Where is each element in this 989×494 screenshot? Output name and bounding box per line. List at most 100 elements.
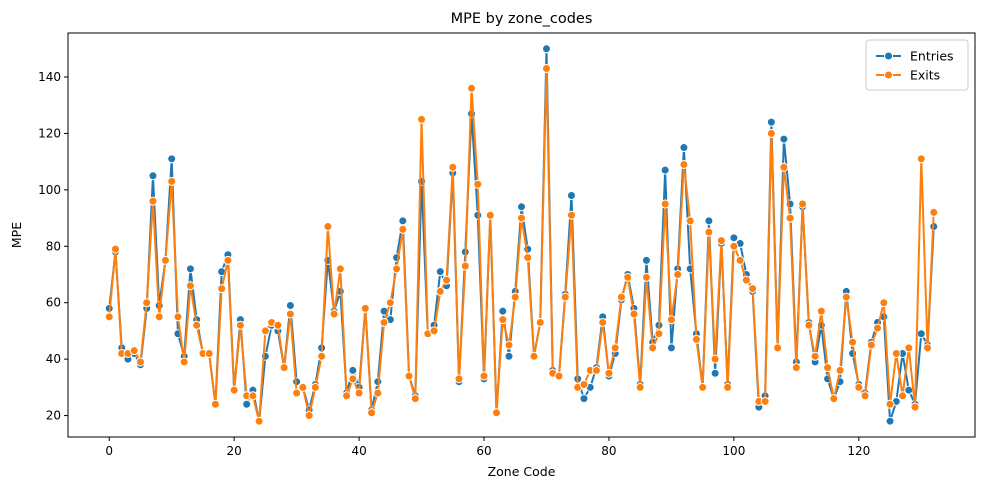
exits-point: [429, 326, 439, 336]
exits-point: [891, 348, 901, 358]
x-tick-label: 100: [722, 444, 745, 458]
exits-point: [810, 351, 820, 361]
entries-point: [766, 117, 776, 127]
entries-point: [348, 365, 358, 375]
entries-point: [504, 351, 514, 361]
exits-point: [629, 309, 639, 319]
entries-point: [710, 368, 720, 378]
exits-point: [454, 374, 464, 384]
exits-point: [860, 391, 870, 401]
exits-point: [666, 315, 676, 325]
exits-point: [504, 340, 514, 350]
exits-point: [610, 343, 620, 353]
exits-point: [598, 317, 608, 327]
exits-point: [698, 382, 708, 392]
legend-entries-marker: [884, 51, 893, 61]
exits-point: [317, 351, 327, 361]
y-tick-label: 140: [38, 70, 61, 84]
x-tick-label: 60: [476, 444, 491, 458]
exits-point: [541, 64, 551, 74]
entries-point: [148, 171, 158, 181]
exits-point: [904, 343, 914, 353]
exits-point: [641, 272, 651, 282]
exits-point: [835, 365, 845, 375]
exits-point: [385, 298, 395, 308]
exits-point: [192, 320, 202, 330]
exits-point: [554, 371, 564, 381]
exits-point: [816, 306, 826, 316]
entries-point: [885, 416, 895, 426]
exits-point: [910, 402, 920, 412]
exits-point: [210, 399, 220, 409]
exits-point: [766, 128, 776, 138]
exits-point: [591, 365, 601, 375]
exits-point: [510, 292, 520, 302]
exits-point: [104, 312, 114, 322]
exits-point: [635, 382, 645, 392]
exits-point: [748, 284, 758, 294]
exits-point: [304, 411, 314, 421]
exits-point: [604, 368, 614, 378]
exits-point: [916, 154, 926, 164]
exits-point: [829, 394, 839, 404]
exits-point: [279, 363, 289, 373]
exits-point: [410, 394, 420, 404]
entries-point: [185, 264, 195, 274]
exits-point: [879, 298, 889, 308]
entries-point: [660, 165, 670, 175]
exits-point: [254, 416, 264, 426]
exits-point: [404, 371, 414, 381]
exits-point: [435, 286, 445, 296]
x-tick-label: 20: [227, 444, 242, 458]
entries-point: [167, 154, 177, 164]
exits-point: [498, 315, 508, 325]
legend-entries-label: Entries: [910, 49, 954, 64]
exits-point: [885, 399, 895, 409]
exits-point: [273, 320, 283, 330]
y-tick-label: 100: [38, 183, 61, 197]
exits-point: [448, 162, 458, 172]
legend-box: [865, 39, 969, 91]
entries-point: [285, 301, 295, 311]
exits-point: [535, 317, 545, 327]
entries-point: [498, 306, 508, 316]
exits-point: [791, 363, 801, 373]
exits-point: [841, 292, 851, 302]
exits-point: [223, 255, 233, 265]
entries-point: [242, 399, 252, 409]
exits-point: [773, 343, 783, 353]
exits-point: [823, 363, 833, 373]
exits-point: [360, 303, 370, 313]
exits-point: [785, 213, 795, 223]
exits-point: [517, 213, 526, 223]
exits-point: [129, 346, 139, 356]
entries-point: [704, 216, 714, 226]
exits-point: [235, 320, 245, 330]
plot-frame: [67, 32, 976, 438]
entries-point: [666, 343, 676, 353]
exits-point: [185, 281, 195, 291]
exits-point: [167, 176, 177, 186]
y-tick-label: 60: [46, 296, 61, 310]
exits-point: [485, 210, 495, 220]
exits-point: [929, 207, 939, 217]
exits-point: [160, 255, 170, 265]
y-tick-label: 20: [46, 409, 61, 423]
exits-point: [473, 179, 483, 189]
exits-point: [298, 382, 308, 392]
exits-point: [379, 317, 389, 327]
exits-point: [229, 385, 239, 395]
exits-point: [285, 309, 295, 319]
exits-point: [442, 275, 452, 285]
exits-point: [179, 357, 189, 367]
exits-point: [679, 159, 689, 169]
exits-point: [623, 272, 633, 282]
exits-point: [148, 196, 158, 206]
exits-point: [685, 216, 695, 226]
exits-point: [142, 298, 152, 308]
exits-point: [654, 329, 664, 339]
exits-point: [735, 255, 745, 265]
exits-point: [354, 388, 364, 398]
exits-point: [335, 264, 345, 274]
